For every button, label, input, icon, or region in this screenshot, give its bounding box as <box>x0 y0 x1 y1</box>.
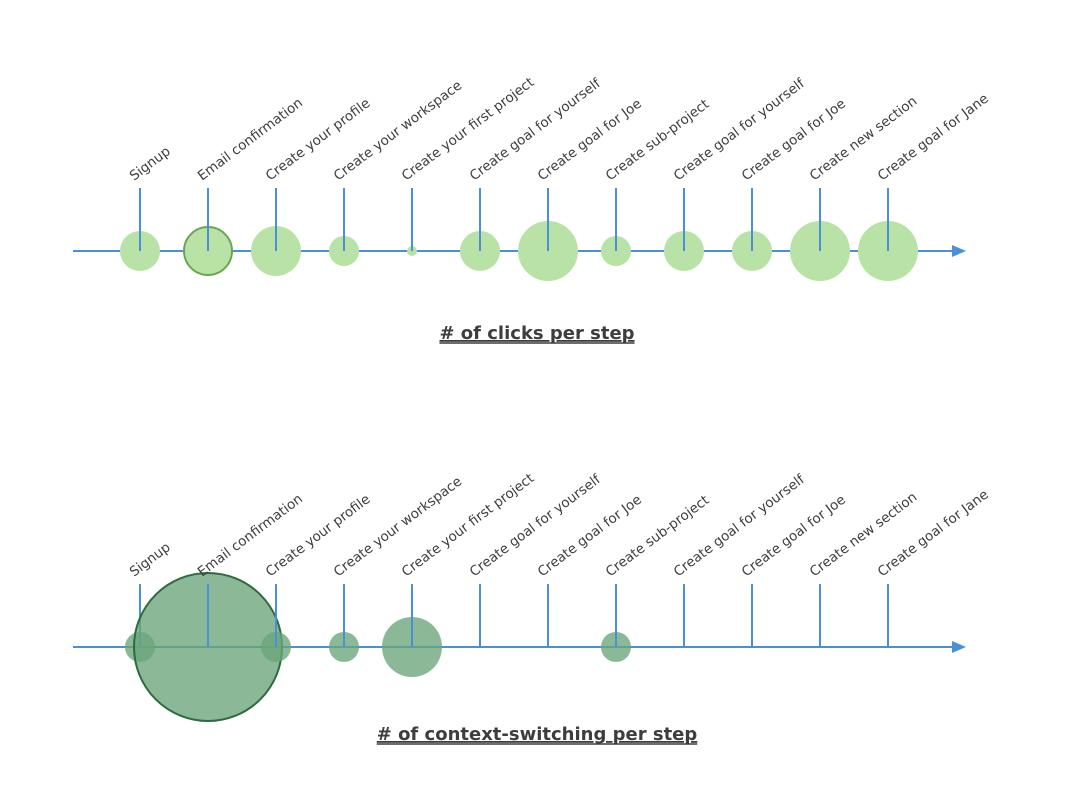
step-label: Create your workspace <box>331 77 465 184</box>
step-label: Create your workspace <box>331 473 465 580</box>
step-label: Create your first project <box>399 470 537 580</box>
axis-arrow-icon <box>952 641 966 653</box>
step-label: Signup <box>127 143 174 184</box>
step-label: Signup <box>127 539 174 580</box>
step-label: Create goal for yourself <box>671 471 809 580</box>
step-label: Create goal for yourself <box>467 471 605 580</box>
step-label: Create goal for yourself <box>467 75 605 184</box>
step-label: Create goal for Jane <box>875 91 992 185</box>
chart-title: # of clicks per step <box>439 323 634 344</box>
chart-title: # of context-switching per step <box>377 724 698 745</box>
step-label: Create your first project <box>399 74 537 184</box>
step-label: Create goal for Jane <box>875 487 992 581</box>
axis-arrow-icon <box>952 245 966 257</box>
step-label: Create goal for yourself <box>671 75 809 184</box>
